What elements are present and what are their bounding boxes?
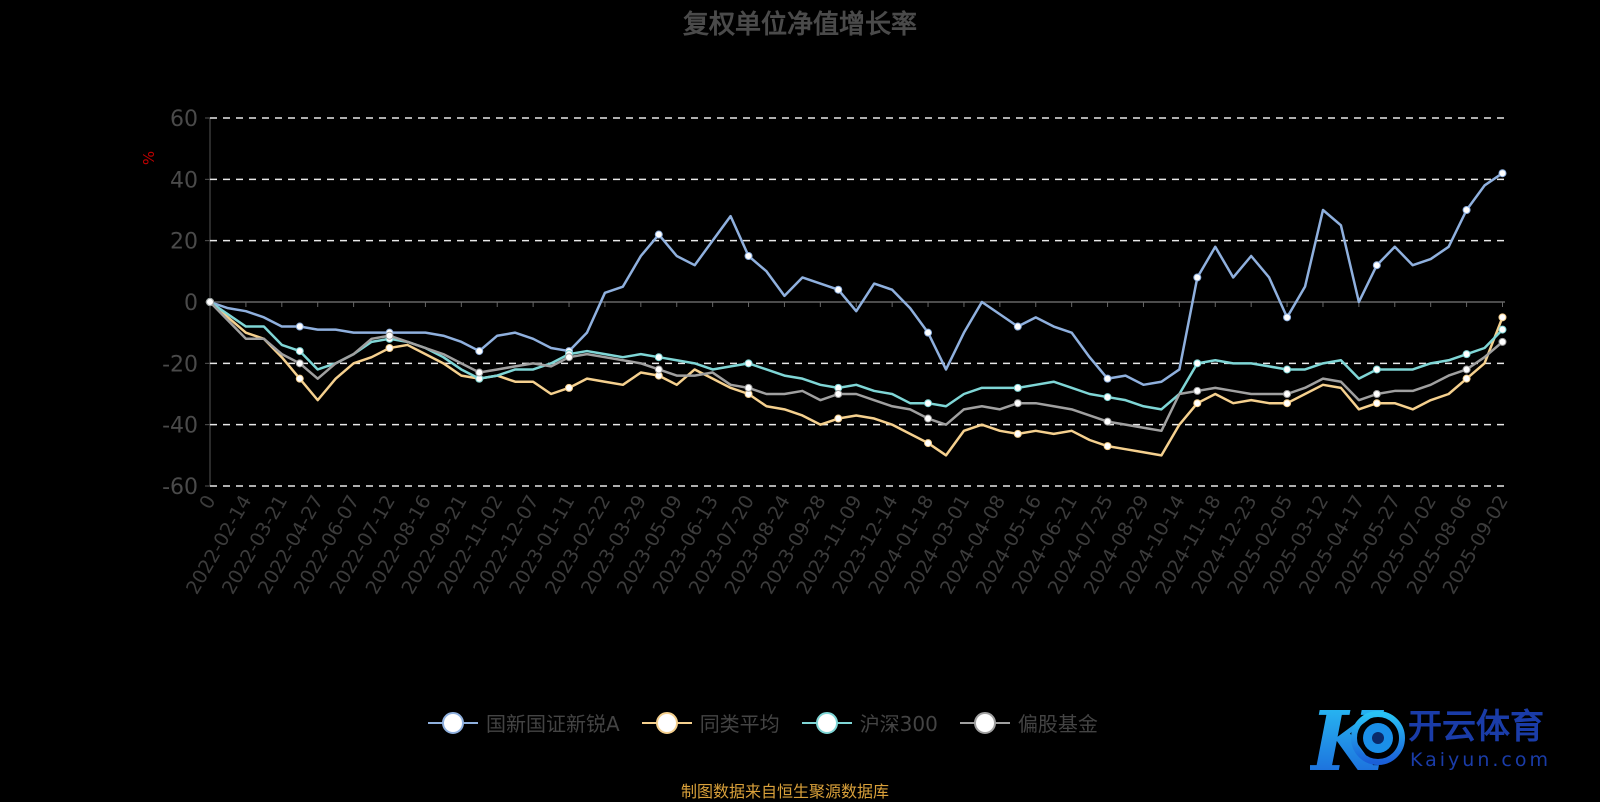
data-point — [295, 322, 304, 331]
legend-label: 同类平均 — [699, 712, 780, 736]
data-point — [1498, 337, 1507, 346]
data-point — [924, 439, 933, 448]
y-axis-ticks: 60 40 20 0 -20 -40 -60 — [162, 107, 210, 500]
legend-item[interactable]: 偏股基金 — [959, 708, 1098, 737]
data-point — [1013, 383, 1022, 392]
y-tick-label: 40 — [170, 168, 198, 193]
data-point — [744, 383, 753, 392]
y-tick-label: -60 — [162, 475, 198, 500]
data-point — [1103, 442, 1112, 451]
data-point — [295, 347, 304, 356]
y-tick-label: 0 — [184, 291, 198, 316]
svg-text:Kaiyun.com: Kaiyun.com — [1410, 749, 1551, 771]
data-point — [1372, 399, 1381, 408]
legend-label: 偏股基金 — [1017, 712, 1098, 736]
series-line — [209, 172, 1504, 387]
series-line — [209, 301, 1504, 457]
data-point — [1462, 365, 1471, 374]
data-point — [475, 368, 484, 377]
kaiyun-logo: K 开云体育 Kaiyun.com — [1310, 698, 1551, 788]
data-point — [744, 359, 753, 368]
data-point — [1498, 169, 1507, 178]
y-tick-label: 20 — [170, 230, 198, 255]
legend-item[interactable]: 沪深300 — [801, 708, 938, 737]
legend-marker-icon — [641, 711, 692, 734]
data-point — [924, 328, 933, 337]
data-point — [1462, 374, 1471, 383]
chart-title: 复权单位净值增长率 — [682, 10, 917, 40]
data-point — [654, 365, 663, 374]
series-2 — [206, 298, 1507, 411]
data-point — [1283, 399, 1292, 408]
data-point — [295, 359, 304, 368]
data-point — [834, 390, 843, 398]
legend-marker-icon — [428, 711, 478, 734]
data-point — [1193, 359, 1202, 368]
legend-item[interactable]: 同类平均 — [641, 708, 780, 737]
data-point — [1498, 313, 1507, 322]
data-point — [1283, 365, 1292, 374]
data-source-note: 制图数据来自恒生聚源数据库 — [680, 782, 889, 801]
legend-marker-icon — [801, 711, 852, 734]
data-point — [654, 353, 663, 362]
data-point — [1283, 313, 1292, 322]
data-point — [924, 399, 933, 408]
data-point — [834, 414, 843, 423]
data-point — [1498, 325, 1507, 334]
data-point — [295, 374, 304, 383]
series-1 — [206, 298, 1507, 457]
y-tick-label: -40 — [162, 414, 198, 439]
data-point — [1283, 390, 1292, 398]
legend-marker-icon — [959, 711, 1010, 734]
data-point — [744, 252, 753, 260]
data-point — [1462, 206, 1471, 214]
data-point — [1462, 350, 1471, 359]
data-point — [1372, 365, 1381, 374]
svg-text:开云体育: 开云体育 — [1408, 707, 1544, 747]
y-axis-label: % — [140, 151, 158, 165]
data-point — [1103, 374, 1112, 383]
legend-label: 沪深300 — [859, 712, 938, 736]
data-point — [565, 383, 574, 392]
legend-item[interactable]: 国新国证新锐A — [428, 708, 620, 737]
gridlines — [209, 117, 1505, 487]
data-point — [1193, 386, 1202, 395]
series-3 — [206, 298, 1507, 433]
series-lines — [206, 169, 1507, 457]
data-point — [565, 353, 574, 362]
data-point — [1372, 261, 1381, 270]
data-point — [206, 298, 214, 306]
data-point — [1013, 322, 1022, 331]
data-point — [1193, 273, 1202, 282]
data-point — [385, 331, 394, 340]
data-point — [654, 230, 663, 239]
data-point — [1013, 429, 1022, 438]
legend: 国新国证新锐A 同类平均 沪深300 偏股基金 — [428, 708, 1098, 737]
data-point — [924, 414, 933, 423]
y-tick-label: 60 — [170, 107, 198, 132]
y-tick-label: -20 — [162, 352, 198, 377]
data-point — [475, 347, 484, 356]
series-line — [209, 301, 1504, 433]
series-0 — [206, 169, 1507, 387]
data-point — [1372, 390, 1381, 398]
x-tick-label: 0 — [195, 492, 220, 513]
data-point — [1103, 417, 1112, 426]
data-point — [1013, 399, 1022, 408]
data-point — [385, 344, 394, 352]
data-point — [834, 285, 843, 294]
data-point — [1103, 393, 1112, 402]
x-axis-ticks: 02022-02-142022-03-212022-04-272022-06-0… — [182, 302, 1513, 598]
data-point — [1193, 399, 1202, 408]
legend-label: 国新国证新锐A — [486, 712, 620, 736]
